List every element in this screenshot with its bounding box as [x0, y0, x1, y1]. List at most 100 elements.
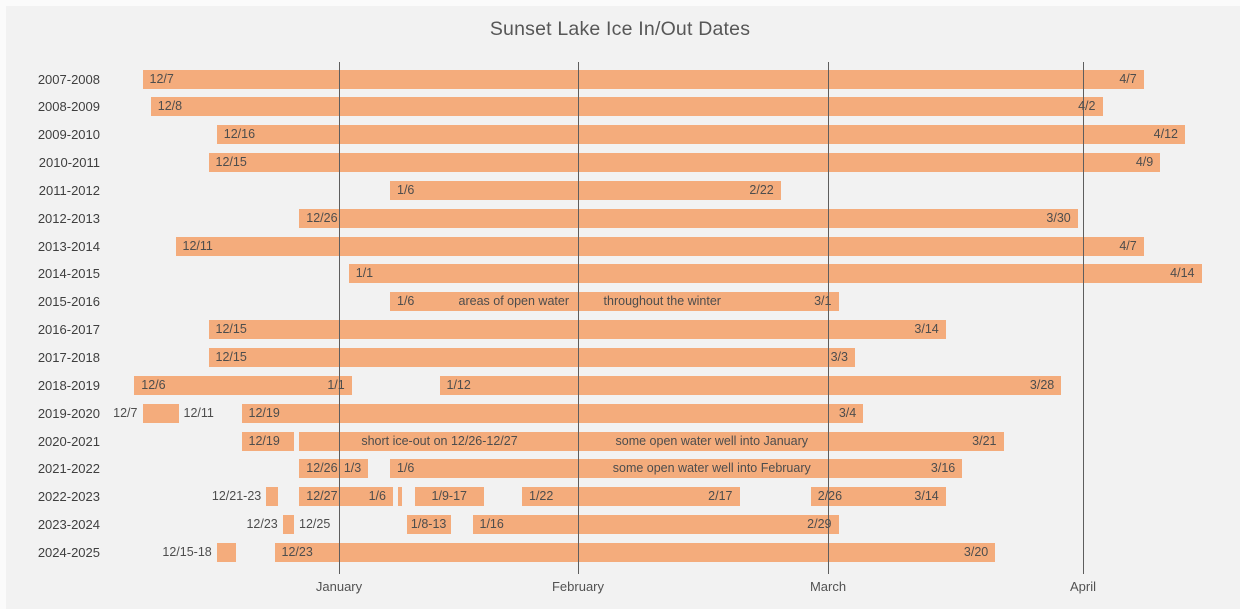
bar-label-end: 3/14 [914, 489, 939, 504]
ice-bar [241, 431, 294, 451]
ice-bar [810, 487, 946, 507]
bar-label-start: 1/16 [479, 517, 504, 532]
bar-label-start: 12/7 [149, 71, 174, 86]
bar-note: throughout the winter [603, 294, 721, 309]
ice-bar [439, 375, 1062, 395]
ice-bar [299, 208, 1078, 228]
bar-label-outside-left: 12/21-23 [211, 489, 262, 504]
bar-label-end: 4/14 [1170, 266, 1195, 281]
row-label: 2022-2023 [37, 489, 100, 505]
bar-label-start: 12/26 [306, 210, 338, 225]
ice-bar [175, 236, 1144, 256]
bar-label-start: 1/1 [355, 266, 374, 281]
ice-bar [299, 459, 369, 479]
bar-label-start: 12/19 [248, 433, 280, 448]
ice-bar [241, 403, 864, 423]
row-label: 2012-2013 [37, 210, 100, 226]
bar-label-end: 3/16 [930, 461, 956, 476]
bar-label-end: 4/12 [1153, 127, 1178, 142]
axis-month-label: February [551, 579, 605, 594]
bar-label-start: 1/12 [446, 377, 471, 392]
bar-label-end: 3/30 [1046, 210, 1071, 225]
month-gridline [339, 62, 340, 574]
ice-bar [348, 264, 1202, 284]
bar-label-start: 1/22 [529, 489, 554, 504]
bar-label-start: 12/15 [215, 155, 247, 170]
row-label: 2011-2012 [38, 182, 100, 198]
row-label: 2009-2010 [37, 127, 100, 143]
bar-note: some open water well into February [612, 461, 811, 476]
bar-label-start: 1/6 [397, 461, 415, 476]
bar-label-start: 12/15 [215, 350, 247, 364]
ice-bar [299, 487, 393, 507]
ice-bar [208, 348, 855, 367]
bar-label-end: 1/1 [327, 377, 345, 392]
ice-bar [398, 487, 403, 507]
bar-label-end: 3/14 [914, 322, 939, 337]
bar-label-end: 2/22 [749, 182, 774, 197]
ice-bar [216, 542, 237, 562]
bar-label-outside-right: 12/11 [183, 405, 214, 420]
ice-bar [406, 515, 451, 535]
bar-label-start: 12/23 [281, 544, 313, 559]
ice-bar [472, 515, 839, 535]
axis-month-label: April [1069, 579, 1096, 594]
bar-label-end: 3/1 [814, 294, 832, 309]
chart-title: Sunset Lake Ice In/Out Dates [489, 18, 751, 40]
ice-bar [390, 292, 839, 312]
axis-month-label: March [809, 579, 847, 594]
row-label: 2019-2020 [37, 405, 100, 421]
month-gridline [1083, 62, 1084, 574]
bar-label-end: 1/6 [368, 489, 386, 504]
bar-label-start: 1/6 [397, 182, 415, 197]
ice-bar [522, 487, 740, 507]
bar-label-start: 12/19 [248, 405, 280, 420]
row-label: 2007-2008 [37, 71, 100, 87]
ice-bar [266, 487, 278, 507]
left-edge-strip [0, 0, 6, 609]
row-label: 2021-2022 [37, 461, 100, 477]
bar-label-center: 1/8-13 [410, 517, 447, 532]
bar-label-start: 12/15 [215, 322, 247, 337]
row-label: 2008-2009 [37, 99, 100, 115]
month-gridline [828, 62, 829, 574]
ice-bar [390, 459, 963, 479]
ice-bar [142, 69, 1144, 89]
row-label: 2013-2014 [37, 238, 100, 254]
bar-label-start: 12/16 [223, 127, 256, 142]
bar-label-outside-left: 12/7 [113, 405, 138, 420]
bar-label-end: 3/28 [1029, 377, 1055, 392]
bar-label-end: 2/17 [708, 489, 733, 504]
bar-note: some open water well into January [615, 433, 808, 448]
bar-label-start: 12/26 [306, 461, 338, 476]
bar-label-end: 3/4 [838, 405, 857, 420]
ice-bar [282, 515, 294, 535]
ice-bar [208, 320, 946, 340]
row-label: 2017-2018 [37, 350, 100, 365]
ice-bar [299, 431, 1004, 451]
bar-label-center: 1/9-17 [431, 489, 467, 504]
bar-label-end: 2/29 [807, 517, 832, 532]
ice-bar [150, 97, 1103, 117]
month-gridline [578, 62, 579, 574]
ice-bar [134, 375, 352, 395]
ice-bar [216, 125, 1185, 145]
bar-label-outside-left: 12/15-18 [162, 544, 212, 559]
ice-bar [274, 542, 996, 562]
bar-label-start: 2/26 [817, 489, 843, 504]
bar-label-start: 12/27 [306, 489, 338, 504]
bar-label-start: 12/8 [157, 99, 183, 114]
ice-bar [208, 153, 1161, 173]
row-label: 2018-2019 [37, 377, 100, 393]
bar-label-start: 1/6 [397, 294, 415, 309]
bar-label-end: 3/20 [963, 544, 989, 559]
bar-label-end: 4/7 [1119, 238, 1137, 253]
row-label: 2014-2015 [37, 266, 100, 282]
ice-bar [390, 180, 781, 200]
bar-note: short ice-out on 12/26-12/27 [361, 433, 518, 448]
row-label: 2010-2011 [38, 155, 100, 171]
bar-label-end: 1/3 [343, 461, 362, 476]
row-label: 2015-2016 [37, 294, 100, 310]
bar-label-outside-left: 12/23 [246, 517, 278, 532]
